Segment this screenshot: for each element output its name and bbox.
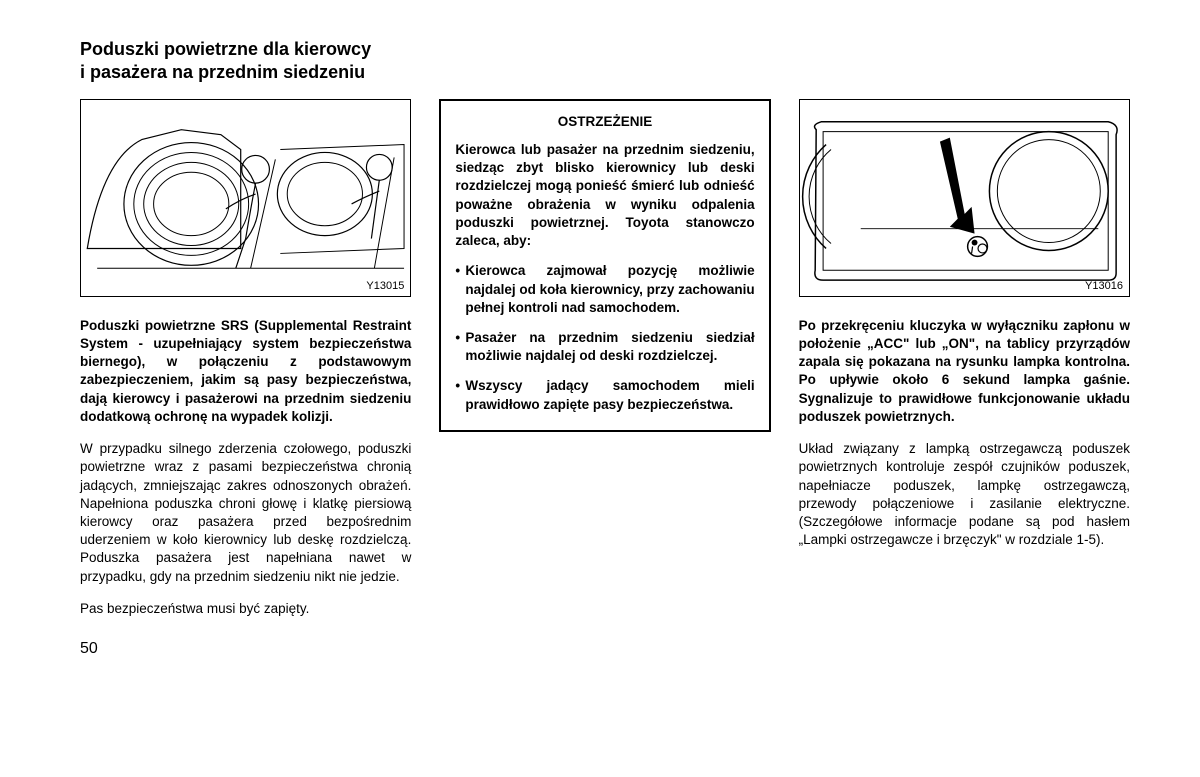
col3-bold-paragraph: Po przekręceniu kluczyka w wyłączniku za… xyxy=(799,317,1130,426)
column-middle: OSTRZEŻENIE Kierowca lub pasażer na prze… xyxy=(439,99,770,658)
col1-bold-paragraph: Poduszki powietrzne SRS (Supplemental Re… xyxy=(80,317,411,426)
warning-bullet-3: Wszyscy jadący samochodem mieli prawidło… xyxy=(455,377,754,413)
figure-dashboard-lamp: Y13016 xyxy=(799,99,1130,297)
col1-paragraph-2: W przypadku silnego zderzenia czołowego,… xyxy=(80,440,411,586)
warning-bullet-1: Kierowca zajmował pozycję możliwie najda… xyxy=(455,262,754,317)
figure2-code: Y13016 xyxy=(1085,280,1123,292)
warning-box: OSTRZEŻENIE Kierowca lub pasażer na prze… xyxy=(439,99,770,432)
column-right: Y13016 Po przekręceniu kluczyka w wyłącz… xyxy=(799,99,1130,658)
warning-intro: Kierowca lub pasażer na przednim siedzen… xyxy=(455,141,754,250)
figure1-code: Y13015 xyxy=(366,280,404,292)
column-left: Y13015 Poduszki powietrzne SRS (Suppleme… xyxy=(80,99,411,658)
figure-airbag-deployment: Y13015 xyxy=(80,99,411,297)
col3-paragraph-2: Układ związany z lampką ostrzegawczą pod… xyxy=(799,440,1130,549)
dashboard-illustration xyxy=(800,100,1129,296)
airbag-illustration xyxy=(81,100,410,296)
warning-list: Kierowca zajmował pozycję możliwie najda… xyxy=(455,262,754,414)
warning-bullet-2: Pasażer na przednim siedzeniu siedział m… xyxy=(455,329,754,365)
page-title: Poduszki powietrzne dla kierowcy i pasaż… xyxy=(80,38,1130,85)
title-line1: Poduszki powietrzne dla kierowcy xyxy=(80,39,371,59)
title-line2: i pasażera na przednim siedzeniu xyxy=(80,62,365,82)
warning-title: OSTRZEŻENIE xyxy=(455,113,754,131)
content-columns: Y13015 Poduszki powietrzne SRS (Suppleme… xyxy=(80,99,1130,658)
col1-paragraph-3: Pas bezpieczeństwa musi być zapięty. xyxy=(80,600,411,618)
page-number: 50 xyxy=(80,640,411,658)
